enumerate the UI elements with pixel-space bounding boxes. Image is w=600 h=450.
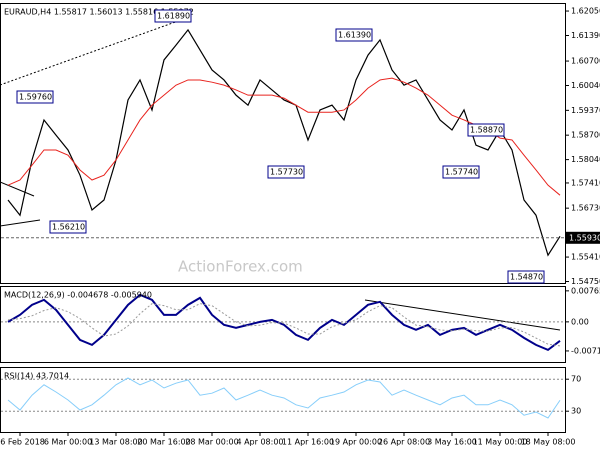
series-line xyxy=(7,377,561,419)
price-annotation: 1.54870 xyxy=(510,273,543,282)
y-tick-label: 1.57410 xyxy=(571,178,600,187)
price-annotation: 1.57730 xyxy=(270,168,303,177)
price-annotation-box xyxy=(154,9,192,23)
price-annotation: 1.61390 xyxy=(338,31,371,40)
x-tick-label: 26 Apr 08:00 xyxy=(378,438,430,447)
rsi-panel-frame xyxy=(0,367,566,433)
x-tick-label: 3 May 16:00 xyxy=(427,438,477,447)
price-annotation-box xyxy=(335,28,373,42)
x-tick-label: 6 Mar 00:00 xyxy=(44,438,92,447)
price-annotation: 1.61890 xyxy=(157,12,190,21)
x-tick-label: 19 Apr 00:00 xyxy=(330,438,382,447)
y-tick-label: 1.54750 xyxy=(571,277,600,286)
y-tick-label: 1.58700 xyxy=(571,131,600,140)
price-annotation-box xyxy=(442,165,480,179)
price-annotation-box xyxy=(467,123,505,137)
y-tick-label: 1.55410 xyxy=(571,253,600,262)
y-tick-label: 70 xyxy=(571,375,581,384)
trend-line xyxy=(0,219,41,227)
y-tick-label: 0.00765 xyxy=(571,286,600,295)
panel-title: RSI(14) 43.7014 xyxy=(4,372,69,381)
current-price-label: 1.55930 xyxy=(569,233,600,242)
x-tick-label: 11 Apr 16:00 xyxy=(282,438,334,447)
price-annotation: 1.57740 xyxy=(445,168,478,177)
price-annotation-box xyxy=(267,165,305,179)
main-panel-frame xyxy=(0,3,566,284)
current-price-box xyxy=(566,231,600,244)
series-line xyxy=(7,77,561,196)
panel-title: MACD(12,26,9) -0.004678 -0.005940 xyxy=(4,291,152,300)
y-tick-label: 1.61390 xyxy=(571,31,600,40)
price-annotation: 1.59760 xyxy=(19,93,52,102)
y-tick-label: 1.60040 xyxy=(571,81,600,90)
x-tick-label: 13 Mar 08:00 xyxy=(89,438,142,447)
x-tick-label: 26 Feb 2018 xyxy=(0,438,45,447)
x-tick-label: 4 Apr 08:00 xyxy=(236,438,283,447)
macd-panel-frame xyxy=(0,286,566,363)
y-tick-label: 1.62050 xyxy=(571,7,600,16)
y-tick-label: 1.60700 xyxy=(571,57,600,66)
trend-line xyxy=(0,181,35,197)
y-tick-label: 1.58040 xyxy=(571,155,600,164)
panel-title: EURAUD,H4 1.55817 1.56013 1.55816 1.5597… xyxy=(4,8,194,17)
price-annotation-box xyxy=(16,90,54,104)
price-annotation: 1.56210 xyxy=(52,223,85,232)
trend-line xyxy=(364,299,561,331)
series-line xyxy=(7,303,561,347)
watermark: ActionForex.com xyxy=(178,258,303,276)
x-tick-label: 18 May 08:00 xyxy=(521,438,576,447)
y-tick-label: 30 xyxy=(571,407,581,416)
price-annotation: 1.58870 xyxy=(470,126,503,135)
y-tick-label: 1.59370 xyxy=(571,106,600,115)
x-tick-label: 28 Mar 00:00 xyxy=(185,438,238,447)
y-tick-label: 0.00 xyxy=(571,317,589,326)
x-tick-label: 20 Mar 16:00 xyxy=(137,438,190,447)
y-tick-label: 1.56730 xyxy=(571,204,600,213)
price-annotation-box xyxy=(49,220,87,234)
x-tick-label: 11 May 00:00 xyxy=(473,438,528,447)
y-tick-label: -0.007171 xyxy=(571,346,600,355)
price-annotation-box xyxy=(507,270,545,284)
